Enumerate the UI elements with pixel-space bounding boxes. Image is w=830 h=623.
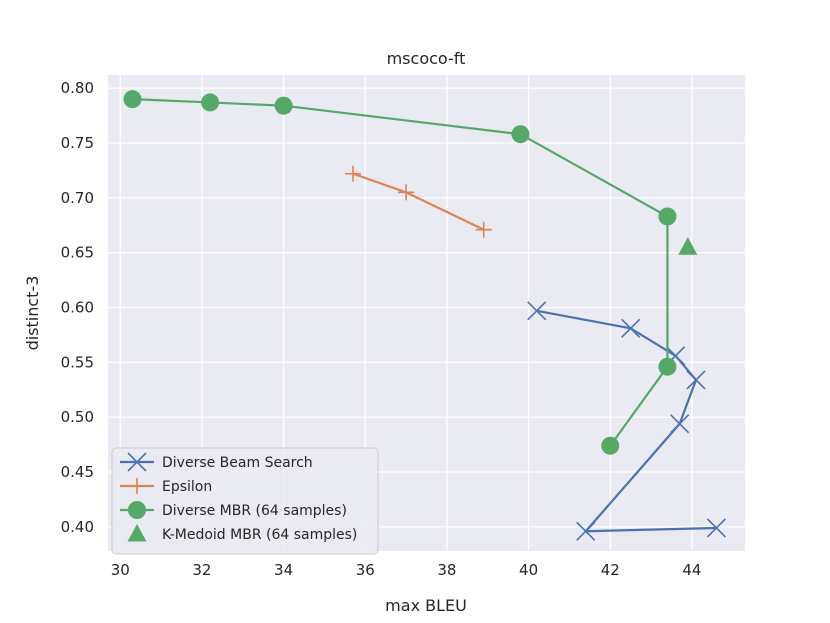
- legend-marker: [127, 452, 147, 472]
- data-point: [658, 357, 677, 376]
- y-tick-label: 0.45: [61, 463, 94, 481]
- x-tick-label: 42: [601, 561, 620, 579]
- series-1: [345, 165, 492, 238]
- x-tick-labels: 30 32 34 36 38 40 42 44: [111, 561, 702, 579]
- y-tick-label: 0.65: [61, 244, 94, 262]
- y-tick-label: 0.70: [61, 189, 94, 207]
- legend-marker: [128, 501, 146, 519]
- x-axis-label: max BLEU: [385, 596, 467, 615]
- y-tick-label: 0.80: [61, 79, 94, 97]
- data-point: [658, 207, 677, 226]
- legend-box: [111, 447, 379, 555]
- data-point: [274, 96, 293, 115]
- data-point: [678, 237, 698, 255]
- y-tick-label: 0.75: [61, 134, 94, 152]
- x-tick-label: 38: [437, 561, 456, 579]
- data-point: [201, 93, 220, 112]
- x-tick-label: 40: [519, 561, 538, 579]
- legend-item: K-Medoid MBR (64 samples): [127, 524, 357, 543]
- x-tick-label: 44: [682, 561, 701, 579]
- data-point: [706, 518, 726, 538]
- data-point: [123, 90, 142, 109]
- legend-marker: [129, 478, 145, 494]
- legend-item: Diverse Beam Search: [120, 452, 313, 472]
- y-tick-label: 0.55: [61, 353, 94, 371]
- data-point: [398, 184, 415, 201]
- data-point: [527, 301, 547, 321]
- data-point: [621, 318, 641, 338]
- legend-label: Epsilon: [162, 479, 212, 495]
- data-point: [345, 165, 361, 182]
- data-point: [511, 125, 530, 144]
- data-point: [601, 436, 620, 455]
- series-layer: [123, 90, 726, 541]
- chart-title: mscoco-ft: [387, 49, 466, 68]
- legend-label: K-Medoid MBR (64 samples): [162, 527, 357, 543]
- x-tick-label: 32: [192, 561, 211, 579]
- data-point: [670, 414, 690, 434]
- legend-marker: [127, 524, 147, 542]
- y-tick-labels: 0.40 0.45 0.50 0.55 0.60 0.65 0.70 0.75 0.80: [61, 79, 94, 536]
- y-tick-label: 0.60: [61, 299, 94, 317]
- y-tick-label: 0.50: [61, 408, 94, 426]
- x-tick-label: 30: [111, 561, 130, 579]
- x-tick-label: 34: [274, 561, 293, 579]
- legend: Diverse Beam Search Epsilon Diverse MBR (6…: [111, 447, 379, 555]
- legend-label: Diverse MBR (64 samples): [162, 503, 347, 519]
- data-point: [475, 221, 492, 238]
- legend-item: Diverse MBR (64 samples): [120, 501, 347, 519]
- y-tick-label: 0.40: [61, 518, 94, 536]
- legend-item: Epsilon: [120, 478, 212, 495]
- data-point: [686, 370, 706, 390]
- x-tick-label: 36: [356, 561, 375, 579]
- data-point: [576, 521, 596, 541]
- series-2: [123, 90, 677, 455]
- y-axis-label: distinct-3: [23, 276, 42, 351]
- legend-label: Diverse Beam Search: [162, 455, 313, 471]
- series-3: [678, 237, 698, 255]
